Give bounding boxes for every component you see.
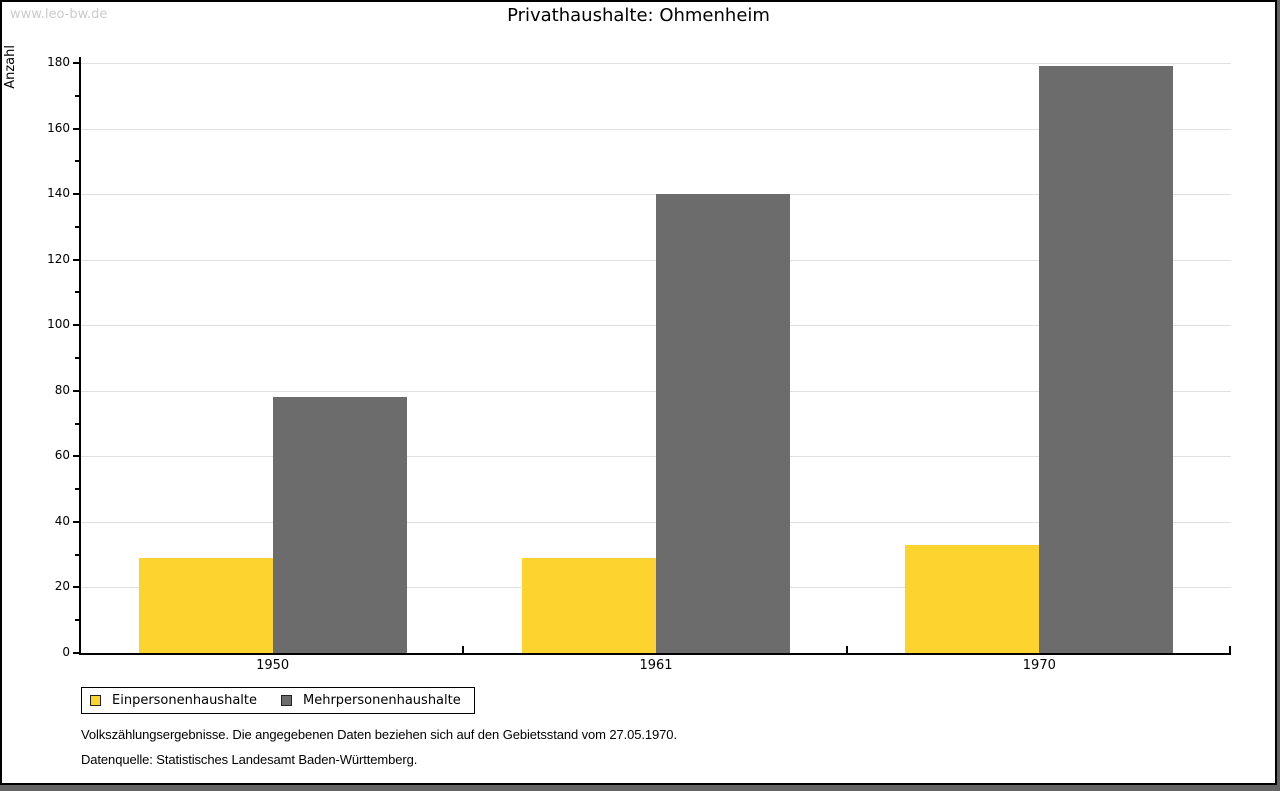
y-major-tick <box>73 324 79 327</box>
y-tick-label: 40 <box>54 513 70 528</box>
y-major-tick <box>73 586 79 589</box>
legend-item-2: Mehrpersonenhaushalte <box>281 693 461 708</box>
bar-einpersonenhaushalte-1961 <box>522 557 656 653</box>
footnote-source-note: Volkszählungsergebnisse. Die angegebenen… <box>81 727 677 742</box>
y-axis-line <box>79 57 81 655</box>
x-boundary-tick <box>462 646 465 653</box>
y-tick-label: 140 <box>47 186 70 201</box>
y-minor-tick <box>75 291 79 294</box>
y-major-tick <box>73 62 79 64</box>
bar-einpersonenhaushalte-1970 <box>905 544 1040 653</box>
y-major-tick <box>73 389 79 392</box>
x-boundary-tick <box>845 646 848 653</box>
y-tick-label: 80 <box>54 382 70 397</box>
y-major-tick <box>73 127 79 130</box>
legend-label-2: Mehrpersonenhaushalte <box>303 693 461 708</box>
y-minor-tick <box>75 94 79 97</box>
bar-mehrpersonenhaushalte-1950 <box>272 397 407 653</box>
y-tick-label: 160 <box>47 120 70 135</box>
y-tick-label: 0 <box>62 645 70 659</box>
y-minor-tick <box>75 488 79 491</box>
legend-label-1: Einpersonenhaushalte <box>112 693 257 708</box>
y-tick-label: 20 <box>54 579 70 594</box>
y-tick-label: 60 <box>54 448 70 463</box>
y-major-tick <box>73 652 79 654</box>
x-axis-line <box>79 653 1231 655</box>
x-tick-label: 1970 <box>1022 658 1056 673</box>
legend: Einpersonenhaushalte Mehrpersonenhaushalt… <box>81 687 475 714</box>
gridline <box>81 128 1231 130</box>
legend-swatch-1 <box>90 695 101 706</box>
y-minor-tick <box>75 553 79 556</box>
x-boundary-tick <box>1229 646 1231 653</box>
chart-title: Privathaushalte: Ohmenheim <box>507 5 770 26</box>
y-tick-label: 100 <box>47 317 70 332</box>
y-major-tick <box>73 258 79 261</box>
y-minor-tick <box>75 160 79 163</box>
bar-mehrpersonenhaushalte-1970 <box>1039 66 1174 653</box>
y-minor-tick <box>75 422 79 425</box>
gridline <box>81 63 1231 64</box>
legend-swatch-2 <box>281 695 292 706</box>
y-major-tick <box>73 520 79 523</box>
legend-item-1: Einpersonenhaushalte <box>90 693 257 708</box>
bar-einpersonenhaushalte-1950 <box>138 557 273 653</box>
x-tick-label: 1961 <box>639 658 673 673</box>
x-tick-label: 1950 <box>256 658 290 673</box>
bar-mehrpersonenhaushalte-1961 <box>656 194 790 653</box>
y-minor-tick <box>75 357 79 359</box>
y-minor-tick <box>75 619 79 622</box>
footnote-data-source: Datenquelle: Statistisches Landesamt Bad… <box>81 752 418 767</box>
watermark: www.leo-bw.de <box>10 7 108 22</box>
y-major-tick <box>73 455 79 458</box>
y-tick-label: 180 <box>47 55 70 69</box>
y-tick-label: 120 <box>47 251 70 266</box>
y-minor-tick <box>75 225 79 228</box>
y-major-tick <box>73 193 79 196</box>
